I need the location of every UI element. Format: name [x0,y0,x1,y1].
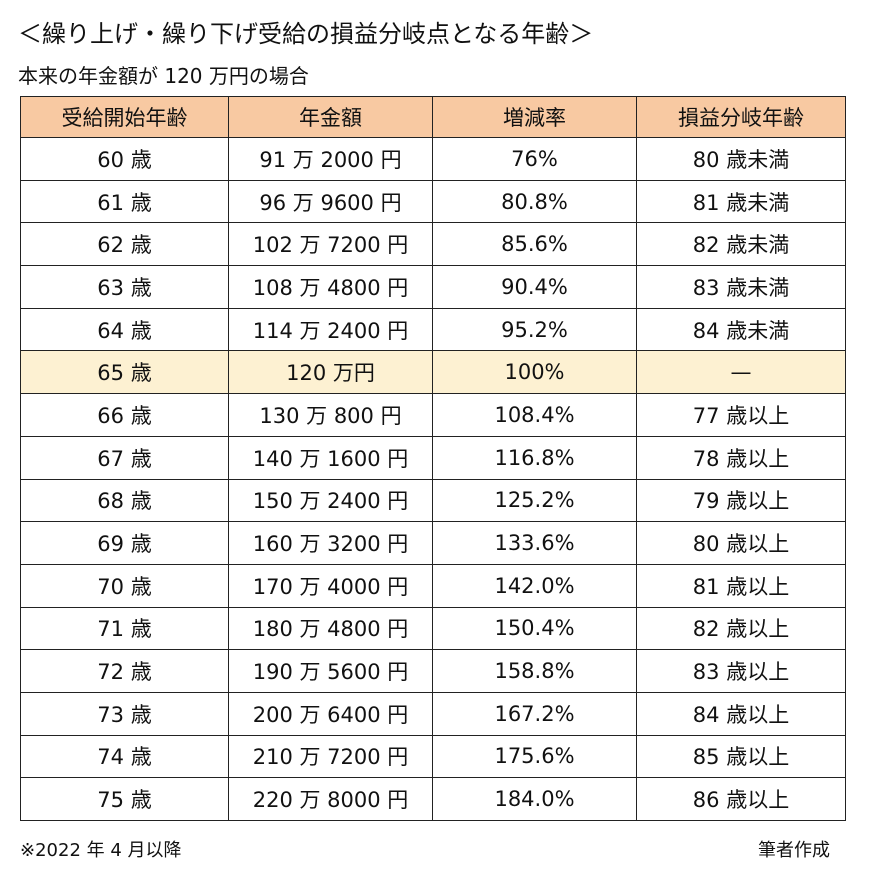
table-cell: 190 万 5600 円 [228,649,433,693]
column-header: 年金額 [228,96,433,138]
table-cell: 158.8% [432,649,637,693]
table-cell: 73 歳 [20,691,229,736]
table-cell: 82 歳未満 [636,222,846,267]
table-cell: 96 万 9600 円 [228,179,433,224]
table-cell: 170 万 4000 円 [228,563,433,608]
table-row: 68 歳 150 万 2400 円 125.2% 79 歳以上 [20,478,846,523]
table-cell: 74 歳 [20,734,229,779]
table-row: 74 歳 210 万 7200 円 175.6% 85 歳以上 [20,734,846,779]
table-row: 69 歳 160 万 3200 円 133.6% 80 歳以上 [20,521,846,565]
table-cell: 65 歳 [20,350,229,395]
table-cell: 82 歳以上 [636,606,846,651]
table-row: 60 歳 91 万 2000 円 76% 80 歳未満 [20,137,846,181]
table-cell: 75 歳 [20,777,229,821]
table-row: 73 歳 200 万 6400 円 167.2% 84 歳以上 [20,691,846,736]
table-cell: 100% [432,350,637,395]
table-cell: 80.8% [432,179,637,224]
table-cell: 220 万 8000 円 [228,777,433,821]
table-cell: 71 歳 [20,606,229,651]
table-cell: — [636,350,846,395]
credit: 筆者作成 [758,840,830,861]
header-row: 受給開始年齢 年金額 増減率 損益分岐年齢 [20,96,846,138]
title: ＜繰り上げ・繰り下げ受給の損益分岐点となる年齢＞ [18,20,594,48]
table-cell: 114 万 2400 円 [228,307,433,352]
table: 受給開始年齢 年金額 増減率 損益分岐年齢 60 歳 91 万 2000 円 76% 80 … [20,96,846,821]
subtitle: 本来の年金額が 120 万円の場合 [18,64,309,88]
table-cell: 79 歳以上 [636,478,846,523]
column-header: 増減率 [432,96,637,138]
table-cell: 90.4% [432,265,637,309]
footnote: ※2022 年 4 月以降 [20,840,182,861]
table-cell: 102 万 7200 円 [228,222,433,267]
table-row: 63 歳 108 万 4800 円 90.4% 83 歳未満 [20,265,846,309]
table-cell: 84 歳以上 [636,691,846,736]
table-cell: 180 万 4800 円 [228,606,433,651]
table-row: 62 歳 102 万 7200 円 85.6% 82 歳未満 [20,222,846,267]
table-cell: 60 歳 [20,137,229,181]
table-cell: 78 歳以上 [636,435,846,480]
table-cell: 108 万 4800 円 [228,265,433,309]
column-header: 損益分岐年齢 [636,96,846,138]
table-cell: 142.0% [432,563,637,608]
table-cell: 210 万 7200 円 [228,734,433,779]
table-row: 67 歳 140 万 1600 円 116.8% 78 歳以上 [20,435,846,480]
table-cell: 150 万 2400 円 [228,478,433,523]
table-row: 64 歳 114 万 2400 円 95.2% 84 歳未満 [20,307,846,352]
table-cell: 83 歳未満 [636,265,846,309]
table-row: 75 歳 220 万 8000 円 184.0% 86 歳以上 [20,777,846,821]
table-cell: 85.6% [432,222,637,267]
table-cell: 69 歳 [20,521,229,565]
table-cell: 77 歳以上 [636,393,846,437]
table-cell: 125.2% [432,478,637,523]
table-cell: 160 万 3200 円 [228,521,433,565]
table-cell: 68 歳 [20,478,229,523]
table-cell: 76% [432,137,637,181]
table-cell: 81 歳以上 [636,563,846,608]
table-cell: 80 歳以上 [636,521,846,565]
table-cell: 184.0% [432,777,637,821]
table-cell: 85 歳以上 [636,734,846,779]
table-row: 66 歳 130 万 800 円 108.4% 77 歳以上 [20,393,846,437]
table-cell: 80 歳未満 [636,137,846,181]
table-cell: 150.4% [432,606,637,651]
table-row: 72 歳 190 万 5600 円 158.8% 83 歳以上 [20,649,846,693]
table-cell: 91 万 2000 円 [228,137,433,181]
table-row: 65 歳 120 万円 100% — [20,350,846,395]
table-cell: 130 万 800 円 [228,393,433,437]
table-cell: 61 歳 [20,179,229,224]
table-cell: 63 歳 [20,265,229,309]
column-header: 受給開始年齢 [20,96,229,138]
table-cell: 133.6% [432,521,637,565]
table-cell: 62 歳 [20,222,229,267]
table-cell: 140 万 1600 円 [228,435,433,480]
table-cell: 95.2% [432,307,637,352]
table-cell: 175.6% [432,734,637,779]
table-cell: 108.4% [432,393,637,437]
table-cell: 84 歳未満 [636,307,846,352]
table-cell: 64 歳 [20,307,229,352]
table-row: 71 歳 180 万 4800 円 150.4% 82 歳以上 [20,606,846,651]
table-cell: 167.2% [432,691,637,736]
table-cell: 116.8% [432,435,637,480]
table-cell: 120 万円 [228,350,433,395]
table-cell: 83 歳以上 [636,649,846,693]
table-cell: 81 歳未満 [636,179,846,224]
table-cell: 66 歳 [20,393,229,437]
table-row: 61 歳 96 万 9600 円 80.8% 81 歳未満 [20,179,846,224]
table-cell: 67 歳 [20,435,229,480]
table-cell: 86 歳以上 [636,777,846,821]
table-cell: 200 万 6400 円 [228,691,433,736]
table-cell: 72 歳 [20,649,229,693]
table-row: 70 歳 170 万 4000 円 142.0% 81 歳以上 [20,563,846,608]
table-cell: 70 歳 [20,563,229,608]
